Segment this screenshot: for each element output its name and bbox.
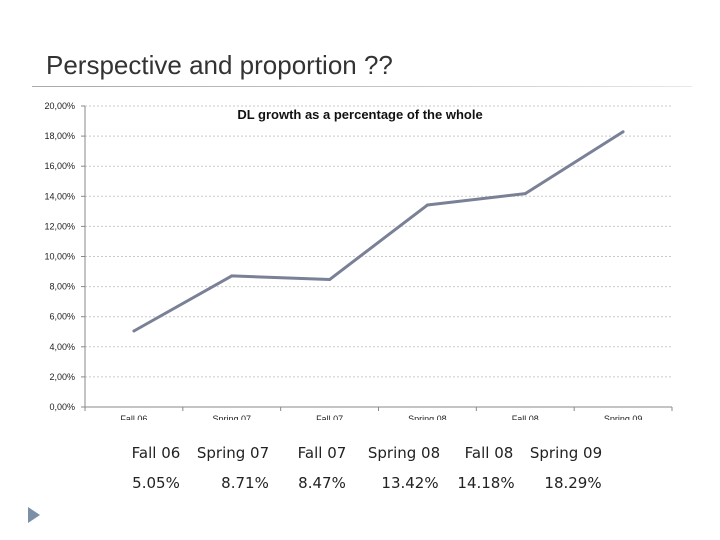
table-header-5: Spring 09 bbox=[529, 444, 603, 462]
y-tick-label: 20,00% bbox=[44, 101, 75, 111]
data-point bbox=[132, 329, 136, 333]
y-tick-label: 0,00% bbox=[49, 402, 75, 412]
y-tick-label: 6,00% bbox=[49, 312, 75, 322]
data-point bbox=[523, 192, 527, 196]
line-chart: 0,00% 2,00% 4,00% 6,00% 8,00% 10,00% 12,00% 14,… bbox=[44, 101, 673, 420]
y-tick-label: 12,00% bbox=[44, 221, 75, 231]
table-value-2: 8.47% bbox=[298, 474, 346, 492]
table-header-0: Fall 06 bbox=[131, 444, 181, 462]
data-point bbox=[621, 130, 625, 134]
x-tick-label: Fall 08 bbox=[512, 414, 539, 420]
y-tick-label: 8,00% bbox=[49, 282, 75, 292]
table-value-1: 8.71% bbox=[221, 474, 269, 492]
x-tick-label: Spring 08 bbox=[408, 414, 447, 420]
slide-title: Perspective and proportion ?? bbox=[46, 50, 393, 80]
data-point bbox=[230, 274, 234, 278]
table-header-3: Spring 08 bbox=[367, 444, 441, 462]
table-value-3: 13.42% bbox=[381, 474, 439, 492]
data-point bbox=[328, 278, 332, 282]
triangle-bullet-icon bbox=[28, 507, 40, 523]
y-tick-label: 2,00% bbox=[49, 372, 75, 382]
data-point bbox=[425, 203, 429, 207]
table-header-2: Fall 07 bbox=[297, 444, 347, 462]
y-tick-label: 4,00% bbox=[49, 342, 75, 352]
series-line bbox=[133, 130, 624, 333]
x-tick-label: Fall 07 bbox=[316, 414, 343, 420]
y-tick-label: 16,00% bbox=[44, 161, 75, 171]
table-header-1: Spring 07 bbox=[196, 444, 270, 462]
table-value-0: 5.05% bbox=[132, 474, 180, 492]
y-tick-label: 18,00% bbox=[44, 131, 75, 141]
y-tick-label: 14,00% bbox=[44, 191, 75, 201]
x-tick-label: Spring 09 bbox=[604, 414, 643, 420]
table-value-5: 18.29% bbox=[544, 474, 602, 492]
x-tick-label: Spring 07 bbox=[212, 414, 251, 420]
table-header-4: Fall 08 bbox=[464, 444, 514, 462]
x-tick-label: Fall 06 bbox=[120, 414, 147, 420]
title-divider bbox=[32, 86, 692, 87]
chart-title: DL growth as a percentage of the whole bbox=[237, 107, 482, 122]
table-value-4: 14.18% bbox=[457, 474, 515, 492]
y-tick-label: 10,00% bbox=[44, 252, 75, 262]
